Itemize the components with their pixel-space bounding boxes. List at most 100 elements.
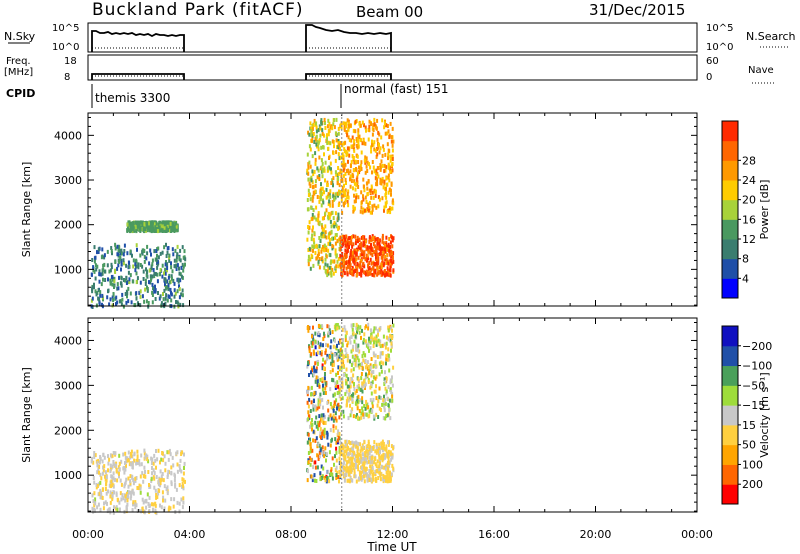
data-cell — [368, 235, 371, 240]
data-cell — [392, 365, 395, 370]
data-cell — [345, 181, 347, 185]
data-cell — [151, 258, 154, 263]
data-cell — [156, 495, 159, 499]
colorbar-tick-label: 100 — [742, 458, 763, 471]
data-cell — [308, 349, 311, 354]
data-cell — [101, 302, 103, 307]
data-cell — [333, 118, 336, 122]
data-cell — [354, 334, 357, 339]
data-cell — [172, 252, 175, 257]
data-cell — [317, 382, 320, 387]
data-cell — [321, 131, 324, 136]
data-cell — [368, 128, 371, 133]
data-cell — [165, 487, 168, 491]
data-cell — [125, 496, 128, 500]
data-cell — [340, 272, 343, 277]
data-cell — [391, 148, 394, 153]
data-cell — [157, 246, 160, 251]
data-cell — [344, 444, 347, 449]
data-cell — [359, 123, 362, 128]
data-cell — [166, 250, 169, 255]
data-cell — [98, 470, 100, 475]
data-cell — [310, 400, 313, 405]
data-cell — [339, 440, 342, 445]
data-cell — [311, 228, 314, 233]
data-cell — [335, 446, 338, 451]
data-cell — [367, 203, 370, 208]
data-cell — [363, 123, 365, 128]
data-cell — [385, 444, 388, 449]
data-cell — [328, 165, 331, 170]
data-cell — [315, 424, 318, 429]
data-cell — [95, 483, 98, 487]
data-cell — [360, 190, 363, 195]
data-cell — [353, 160, 356, 165]
data-cell — [371, 204, 374, 209]
data-cell — [381, 153, 384, 158]
data-cell — [358, 271, 361, 276]
data-cell — [350, 235, 353, 240]
data-cell — [346, 118, 349, 123]
data-cell — [326, 324, 329, 329]
data-cell — [114, 451, 117, 456]
data-cell — [155, 258, 158, 262]
data-cell — [357, 394, 360, 399]
data-cell — [391, 392, 394, 397]
data-cell — [356, 355, 359, 360]
data-cell — [328, 215, 331, 220]
data-cell — [361, 120, 364, 125]
data-cell — [170, 265, 173, 270]
data-cell — [341, 152, 344, 157]
data-cell — [156, 262, 159, 267]
data-cell — [388, 479, 391, 484]
data-cell — [307, 258, 310, 263]
data-cell — [382, 271, 384, 276]
data-cell — [126, 251, 129, 256]
data-cell — [307, 207, 310, 212]
data-cell — [143, 222, 146, 227]
data-cell — [368, 162, 370, 167]
data-cell — [365, 200, 368, 204]
data-cell — [319, 471, 322, 476]
data-cell — [133, 451, 136, 456]
data-cell — [392, 259, 395, 264]
data-cell — [124, 451, 127, 456]
data-cell — [344, 171, 347, 176]
data-cell — [127, 493, 130, 498]
data-cell — [96, 505, 99, 510]
data-cell — [174, 248, 177, 253]
data-cell — [94, 289, 97, 294]
data-cell — [371, 477, 374, 482]
data-cell — [349, 384, 352, 389]
data-cell — [167, 457, 170, 462]
data-cell — [167, 294, 170, 299]
data-cell — [108, 507, 111, 512]
data-cell — [386, 272, 389, 277]
data-cell — [358, 452, 361, 457]
data-cell — [130, 222, 133, 227]
data-cell — [338, 141, 341, 145]
data-cell — [145, 273, 148, 278]
data-cell — [389, 338, 392, 343]
data-cell — [383, 405, 386, 410]
data-cell — [350, 323, 353, 328]
data-cell — [358, 264, 361, 269]
data-cell — [136, 486, 139, 490]
data-cell — [388, 357, 391, 362]
data-cell — [349, 461, 352, 466]
data-cell — [352, 128, 355, 133]
data-cell — [356, 264, 358, 269]
data-cell — [337, 141, 340, 146]
data-cell — [307, 414, 310, 419]
data-cell — [335, 352, 338, 357]
data-cell — [359, 449, 362, 454]
data-cell — [173, 497, 176, 502]
data-cell — [350, 179, 353, 183]
data-cell — [392, 323, 395, 328]
data-cell — [369, 365, 372, 370]
data-cell — [317, 252, 320, 257]
data-cell — [318, 423, 321, 428]
data-cell — [358, 170, 361, 175]
data-cell — [139, 280, 142, 285]
data-cell — [389, 416, 392, 421]
